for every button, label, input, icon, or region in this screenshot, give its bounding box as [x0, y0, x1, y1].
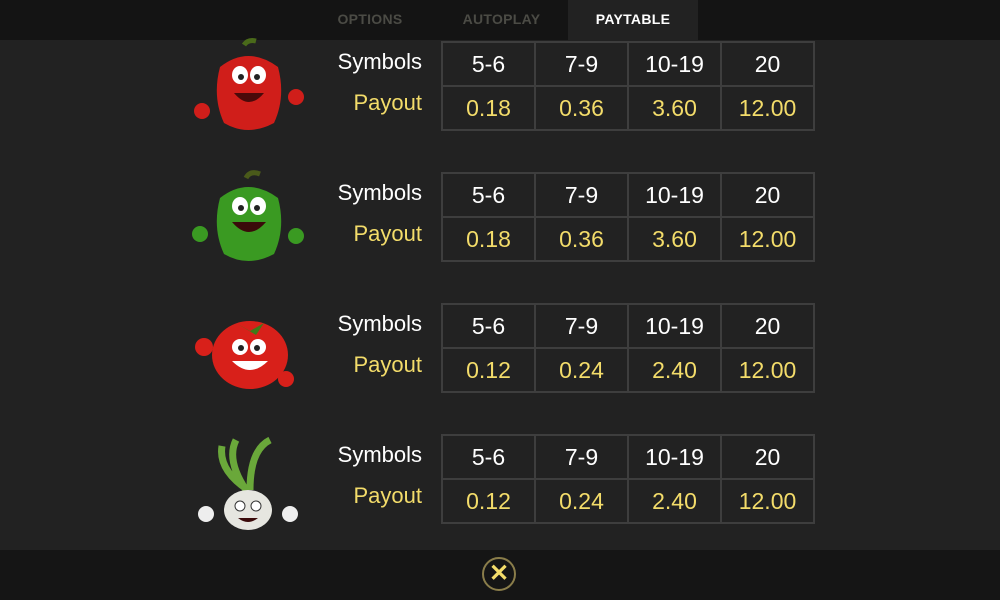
payout-cell: 12.00: [720, 85, 815, 131]
tab-options[interactable]: OPTIONS: [337, 11, 403, 27]
payout-label: Payout: [353, 90, 423, 115]
paytable-entry: Symbols Payout 5-6 7-9 10-19 20 0.18 0.36 3.60…: [0, 170, 1000, 262]
payout-cell: 2.40: [627, 347, 722, 393]
symbol-count-cell: 20: [720, 303, 815, 349]
symbols-row: 5-6 7-9 10-19 20: [441, 303, 815, 349]
paytable-entry: Symbols Payout 5-6 7-9 10-19 20 0.12 0.24 2.40…: [0, 303, 1000, 393]
red-bell-pepper-icon: [186, 37, 310, 137]
symbol-count-cell: 7-9: [534, 303, 629, 349]
payout-cell: 0.24: [534, 347, 629, 393]
payout-cell: 0.36: [534, 85, 629, 131]
payout-cell: 2.40: [627, 478, 722, 524]
payout-row: 0.12 0.24 2.40 12.00: [441, 347, 815, 393]
symbol-count-cell: 7-9: [534, 434, 629, 480]
symbol-count-cell: 10-19: [627, 172, 722, 218]
payout-table: 5-6 7-9 10-19 20 0.12 0.24 2.40 12.00: [441, 303, 815, 393]
green-bell-pepper-icon: [186, 168, 310, 268]
payout-cell: 0.24: [534, 478, 629, 524]
symbol-count-cell: 10-19: [627, 41, 722, 87]
symbol-count-cell: 7-9: [534, 41, 629, 87]
paytable-entry: Symbols Payout 5-6 7-9 10-19 20 0.12 0.24 2.40…: [0, 434, 1000, 530]
payout-table: 5-6 7-9 10-19 20 0.18 0.36 3.60 12.00: [441, 41, 815, 131]
onion-icon: [186, 430, 310, 530]
symbols-label: Symbols: [337, 311, 422, 336]
payout-cell: 3.60: [627, 85, 722, 131]
payout-label: Payout: [353, 221, 423, 246]
symbols-row: 5-6 7-9 10-19 20: [441, 172, 815, 218]
top-tab-bar: OPTIONS AUTOPLAY PAYTABLE: [0, 0, 1000, 40]
payout-row: 0.12 0.24 2.40 12.00: [441, 478, 815, 524]
payout-label: Payout: [353, 483, 423, 508]
symbols-row: 5-6 7-9 10-19 20: [441, 434, 815, 480]
payout-table: 5-6 7-9 10-19 20 0.18 0.36 3.60 12.00: [441, 172, 815, 262]
tab-autoplay[interactable]: AUTOPLAY: [462, 11, 541, 27]
payout-label: Payout: [353, 352, 423, 377]
symbol-count-cell: 7-9: [534, 172, 629, 218]
symbol-count-cell: 20: [720, 41, 815, 87]
payout-row: 0.18 0.36 3.60 12.00: [441, 216, 815, 262]
payout-cell: 12.00: [720, 347, 815, 393]
symbol-count-cell: 5-6: [441, 41, 536, 87]
payout-cell: 3.60: [627, 216, 722, 262]
symbols-row: 5-6 7-9 10-19 20: [441, 41, 815, 87]
payout-cell: 0.12: [441, 347, 536, 393]
symbol-count-cell: 5-6: [441, 303, 536, 349]
symbol-count-cell: 5-6: [441, 434, 536, 480]
symbol-count-cell: 5-6: [441, 172, 536, 218]
payout-cell: 12.00: [720, 216, 815, 262]
payout-cell: 0.18: [441, 85, 536, 131]
payout-cell: 12.00: [720, 478, 815, 524]
payout-table: 5-6 7-9 10-19 20 0.12 0.24 2.40 12.00: [441, 434, 815, 524]
payout-cell: 0.12: [441, 478, 536, 524]
payout-row: 0.18 0.36 3.60 12.00: [441, 85, 815, 131]
tab-paytable[interactable]: PAYTABLE: [568, 0, 698, 40]
symbols-label: Symbols: [337, 180, 422, 205]
paytable-entry: Symbols Payout 5-6 7-9 10-19 20 0.18 0.36 3.60…: [0, 38, 1000, 131]
symbol-count-cell: 20: [720, 434, 815, 480]
tomato-icon: [186, 299, 310, 399]
close-button[interactable]: ✕: [482, 557, 516, 591]
symbol-count-cell: 10-19: [627, 303, 722, 349]
payout-cell: 0.18: [441, 216, 536, 262]
symbols-label: Symbols: [337, 49, 422, 74]
symbols-label: Symbols: [337, 442, 422, 467]
symbol-count-cell: 10-19: [627, 434, 722, 480]
close-icon: ✕: [488, 560, 510, 587]
symbol-count-cell: 20: [720, 172, 815, 218]
payout-cell: 0.36: [534, 216, 629, 262]
